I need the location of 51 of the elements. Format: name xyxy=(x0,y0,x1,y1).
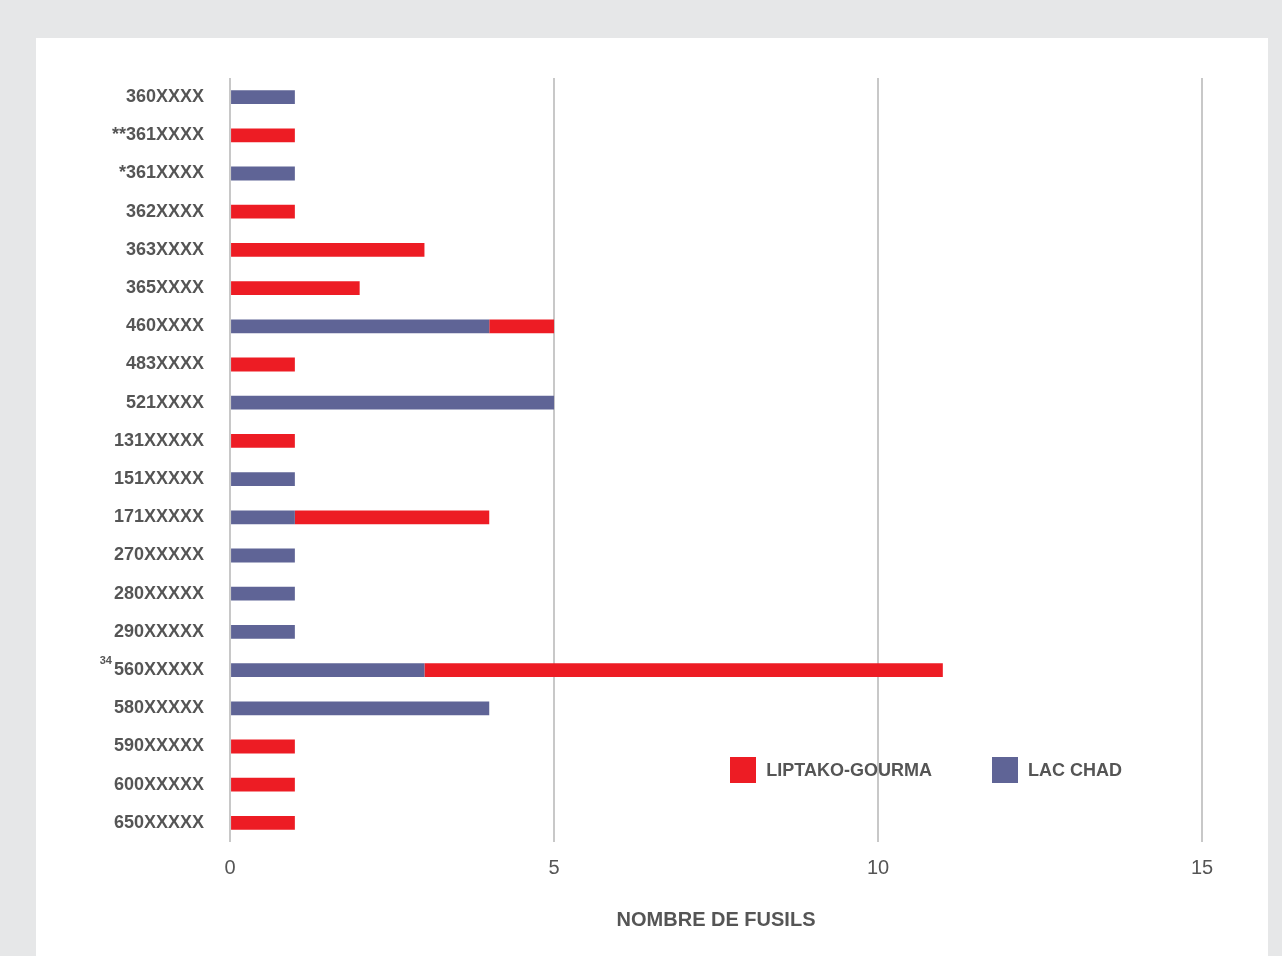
y-tick-label: 580XXXXX xyxy=(114,697,205,718)
bar xyxy=(231,739,295,754)
y-tick-label: 280XXXXX xyxy=(114,582,205,603)
y-tick-label: 590XXXXX xyxy=(114,735,205,756)
y-tick-label: 171XXXXX xyxy=(114,506,205,527)
text: 34 xyxy=(99,653,113,666)
bar xyxy=(231,128,295,143)
bar xyxy=(231,625,295,639)
x-axis-title: NOMBRE DE FUSILS xyxy=(616,907,816,930)
bar xyxy=(231,357,295,372)
bar xyxy=(489,319,555,334)
y-tick-label: 290XXXXX xyxy=(114,620,205,641)
bar xyxy=(231,395,555,410)
y-tick-label: 600XXXXX xyxy=(114,773,205,794)
bar xyxy=(231,701,490,716)
y-tick-label: 360XXXX xyxy=(126,86,205,107)
y-tick-label: 362XXXX xyxy=(126,200,205,221)
y-tick-label: 131XXXXX xyxy=(114,429,205,450)
y-tick-label: 363XXXX xyxy=(126,238,205,259)
y-tick-label: 365XXXX xyxy=(126,277,205,298)
legend-label: LIPTAKO-GOURMA xyxy=(766,759,932,781)
bar xyxy=(231,204,295,219)
y-tick-label: *361XXXX xyxy=(119,162,205,183)
bar xyxy=(231,510,295,525)
bar xyxy=(231,281,360,295)
y-tick-label: 270XXXXX xyxy=(114,544,205,565)
bar xyxy=(294,510,490,525)
bar xyxy=(424,663,943,677)
x-tick-label: 15 xyxy=(1190,855,1214,878)
bar xyxy=(231,434,295,448)
x-tick-label: 10 xyxy=(866,855,890,878)
y-tick-label: 460XXXX xyxy=(126,315,205,336)
bar xyxy=(231,90,295,104)
y-tick-label: 650XXXXX xyxy=(114,811,205,832)
bar xyxy=(231,816,295,830)
bar xyxy=(231,663,425,677)
y-tick-label: 151XXXXX xyxy=(114,468,205,489)
y-tick-label: **361XXXX xyxy=(111,124,205,145)
y-tick-label: 483XXXX xyxy=(126,353,205,374)
x-tick-label: 0 xyxy=(224,855,236,878)
x-tick-label: 5 xyxy=(548,855,560,878)
bar xyxy=(231,243,425,257)
bar xyxy=(231,319,490,334)
y-tick-label: 521XXXX xyxy=(126,391,205,412)
bar xyxy=(231,586,295,601)
bar xyxy=(231,472,295,486)
bar xyxy=(231,777,295,792)
y-tick-label: 560XXXXX xyxy=(114,659,205,680)
bar xyxy=(231,166,295,181)
legend-label: LAC CHAD xyxy=(1028,759,1122,781)
bar xyxy=(231,548,295,563)
